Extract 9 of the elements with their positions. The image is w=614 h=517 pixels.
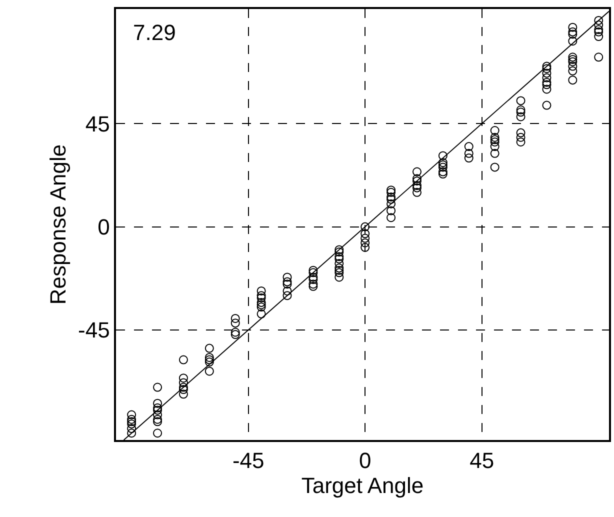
x-tick-label: 45 xyxy=(470,448,494,474)
annotation: 7.29 xyxy=(133,20,176,45)
y-axis-title: Response Angle xyxy=(45,144,70,305)
x-tick-label: -45 xyxy=(232,448,264,474)
y-tick-label: 45 xyxy=(85,111,110,136)
x-tick-label: 0 xyxy=(358,448,372,474)
y-tick-label: -45 xyxy=(78,318,110,343)
y-tick-label: 0 xyxy=(98,214,110,240)
x-axis-title: Target Angle xyxy=(301,473,424,498)
